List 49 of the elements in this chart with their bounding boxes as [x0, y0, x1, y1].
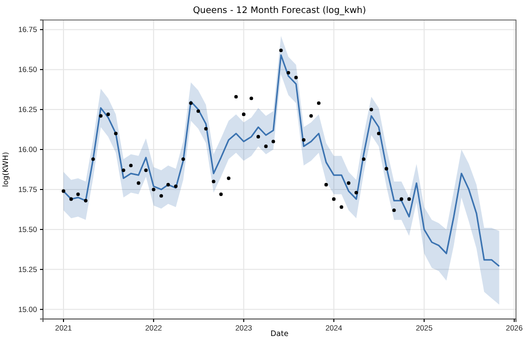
point	[152, 188, 156, 192]
point	[354, 190, 358, 194]
point	[264, 144, 268, 148]
point	[219, 192, 223, 196]
point	[324, 182, 328, 186]
point	[226, 176, 230, 180]
point	[159, 194, 164, 198]
point	[114, 132, 118, 136]
point	[122, 168, 126, 172]
point	[332, 197, 336, 201]
point	[309, 114, 313, 118]
point	[392, 208, 396, 212]
point	[129, 164, 133, 168]
point	[362, 157, 366, 161]
point	[256, 134, 260, 138]
point	[272, 140, 276, 144]
point	[204, 126, 208, 131]
point	[370, 108, 374, 112]
point	[294, 76, 298, 80]
point	[76, 192, 80, 196]
point	[316, 101, 321, 105]
line-series	[62, 54, 500, 267]
point	[144, 168, 148, 172]
point	[234, 94, 238, 99]
point	[84, 198, 88, 202]
point	[62, 189, 66, 193]
point	[384, 166, 388, 170]
point	[166, 182, 170, 186]
point	[106, 112, 110, 116]
point	[181, 157, 186, 161]
point	[136, 181, 140, 185]
point	[340, 205, 344, 209]
point	[196, 109, 200, 113]
chart-title: Queens - 12 Month Forecast (log_kwh)	[192, 6, 366, 16]
point	[376, 132, 381, 136]
point	[69, 197, 73, 201]
point	[407, 197, 411, 201]
point	[212, 180, 216, 184]
point	[189, 101, 193, 105]
point	[286, 70, 290, 75]
point	[400, 197, 404, 201]
point	[98, 114, 103, 118]
point	[302, 138, 306, 142]
point	[174, 184, 178, 188]
point	[91, 157, 95, 161]
point	[242, 112, 246, 116]
point	[279, 48, 283, 52]
point	[346, 181, 350, 185]
point	[250, 96, 254, 100]
